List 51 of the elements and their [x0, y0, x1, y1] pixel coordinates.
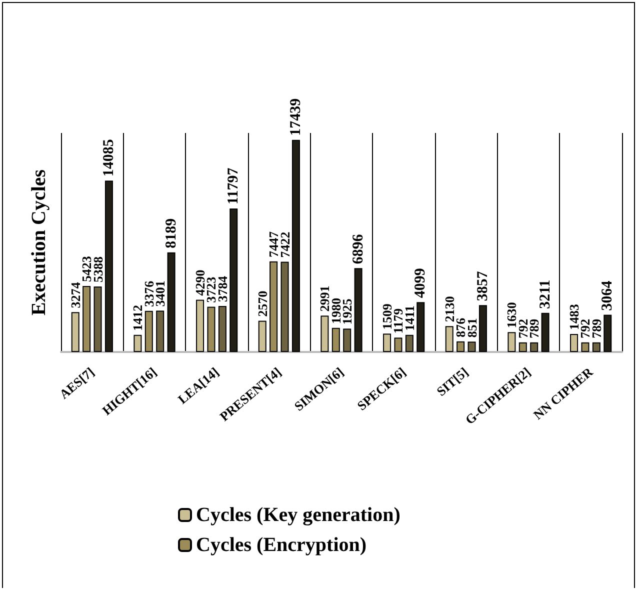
data-label: 8189	[163, 218, 180, 248]
bar	[230, 208, 238, 352]
bar	[478, 305, 487, 352]
bar	[394, 338, 402, 352]
data-label: 17439	[288, 98, 304, 136]
data-label: 3274	[68, 282, 83, 308]
bar	[82, 286, 91, 352]
bar	[94, 286, 102, 352]
bar	[270, 261, 278, 352]
y-axis-title: Execution Cycles	[28, 169, 50, 316]
bar	[570, 334, 578, 352]
bar	[196, 300, 204, 352]
bar	[468, 342, 476, 352]
bar	[292, 140, 300, 352]
bar	[445, 326, 454, 352]
bar	[332, 328, 340, 352]
bar	[530, 342, 538, 352]
bar	[405, 334, 414, 352]
bar	[134, 334, 142, 352]
bar	[156, 310, 164, 352]
bar	[592, 342, 600, 352]
bar	[218, 306, 226, 352]
data-label: 2570	[254, 290, 270, 317]
bar	[207, 306, 216, 352]
legend-label: Cycles (Encryption)	[196, 534, 367, 556]
bar	[456, 341, 465, 352]
bar	[518, 342, 527, 352]
bar	[604, 314, 612, 352]
data-label: 6896	[350, 234, 366, 264]
data-label: 3857	[474, 270, 491, 302]
bar	[280, 262, 289, 352]
data-label: 11797	[226, 167, 242, 204]
bar	[343, 328, 352, 352]
legend-label: Cycles (Key generation)	[196, 504, 400, 526]
bar	[167, 252, 176, 352]
bar	[144, 310, 153, 352]
bar	[71, 312, 80, 352]
bar	[258, 320, 266, 352]
data-label: 4099	[412, 268, 429, 298]
bar	[541, 312, 550, 352]
bar	[581, 342, 590, 352]
data-label: 3211	[537, 280, 554, 309]
bar	[104, 180, 113, 352]
bar	[416, 302, 425, 352]
data-label: 14085	[100, 139, 117, 177]
data-label: 3064	[600, 280, 616, 311]
bar	[383, 334, 392, 352]
bar	[354, 268, 362, 352]
data-label: 1412	[130, 304, 146, 331]
bar	[508, 332, 516, 352]
bar	[320, 316, 329, 352]
